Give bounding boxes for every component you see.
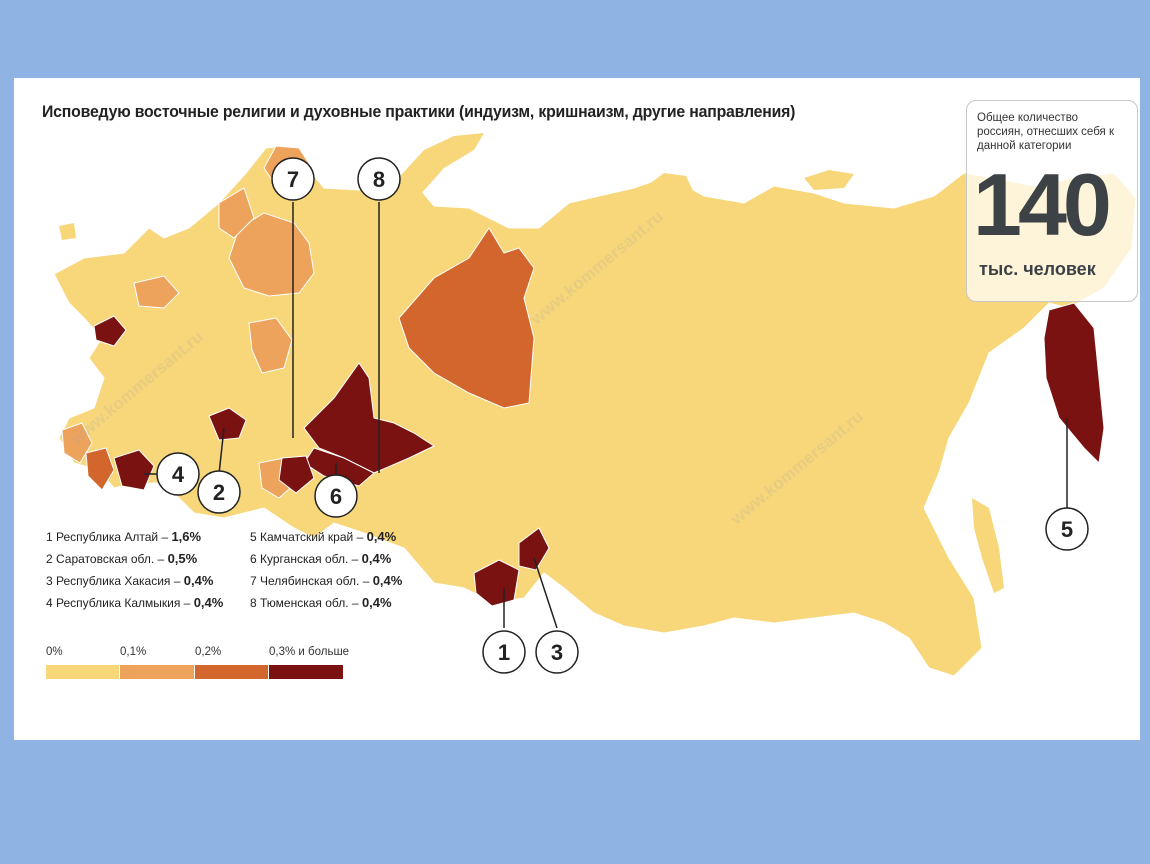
region-name: 4 Республика Калмыкия — [46, 596, 181, 610]
legend-label: 0,1% — [120, 646, 147, 658]
marker-2: 2 — [197, 470, 241, 514]
marker-3: 3 — [535, 630, 579, 674]
total-panel: Общее количество россиян, отнесших себя … — [966, 100, 1138, 302]
legend-swatch — [46, 665, 119, 679]
region-name: 2 Саратовская обл. — [46, 552, 155, 566]
region-value: 0,4% — [372, 573, 403, 588]
region-item: 2 Саратовская обл. – 0,5% — [46, 551, 198, 566]
region-name: 7 Челябинская обл. — [250, 574, 360, 588]
region-dagestan — [85, 447, 115, 491]
marker-8-label: 8 — [373, 167, 385, 192]
region-name: 1 Республика Алтай — [46, 530, 159, 544]
region-value: 0,4% — [361, 551, 392, 566]
marker-6-label: 6 — [330, 484, 342, 509]
marker-7-label: 7 — [287, 167, 299, 192]
marker-6: 6 — [314, 474, 358, 518]
total-unit: тыс. человек — [979, 259, 1096, 279]
region-item: 8 Тюменская обл. – 0,4% — [250, 595, 392, 610]
legend-label: 0,2% — [195, 646, 222, 658]
region-name: 3 Республика Хакасия — [46, 574, 171, 588]
region-value: 0,4% — [361, 595, 392, 610]
marker-7: 7 — [271, 157, 315, 201]
marker-8: 8 — [357, 157, 401, 201]
map-frame: 7 8 4 2 6 1 3 5 www.kommersant.ru www.ko… — [14, 78, 1140, 740]
region-value: 1,6% — [171, 529, 202, 544]
sakhalin — [972, 498, 1004, 593]
region-karelia — [218, 187, 255, 239]
marker-3-label: 3 — [551, 640, 563, 665]
region-item: 4 Республика Калмыкия – 0,4% — [46, 595, 224, 610]
total-number: 140 — [973, 155, 1112, 254]
russia-map: 7 8 4 2 6 1 3 5 — [53, 133, 1137, 677]
marker-1: 1 — [482, 630, 526, 674]
region-list-right: 5 Камчатский край – 0,4% 6 Курганская об… — [250, 526, 402, 614]
region-item: 3 Республика Хакасия – 0,4% — [46, 573, 214, 588]
marker-1-label: 1 — [498, 640, 510, 665]
marker-4: 4 — [156, 452, 200, 496]
legend-label: 0,3% и больше — [269, 646, 350, 658]
marker-2-label: 2 — [213, 480, 225, 505]
region-bryansk — [93, 315, 127, 347]
legend-swatch — [269, 665, 343, 679]
region-item: 1 Республика Алтай – 1,6% — [46, 529, 202, 544]
marker-5-label: 5 — [1061, 517, 1073, 542]
region-value: 0,4% — [366, 529, 397, 544]
region-kamchatka — [1043, 302, 1105, 465]
region-yamalo-nenets — [398, 227, 535, 409]
kaliningrad — [59, 223, 76, 240]
region-khakassia — [518, 527, 550, 571]
severnaya-zemlya — [644, 173, 694, 200]
region-list-left: 1 Республика Алтай – 1,6% 2 Саратовская … — [46, 526, 223, 614]
region-name: 5 Камчатский край — [250, 530, 354, 544]
new-siberian-islands — [804, 170, 854, 190]
region-value: 0,4% — [183, 573, 214, 588]
region-saratov — [208, 407, 247, 441]
region-value: 0,5% — [167, 551, 198, 566]
legend-swatch — [120, 665, 194, 679]
region-item: 7 Челябинская обл. – 0,4% — [250, 573, 403, 588]
legend-label: 0% — [46, 646, 63, 658]
total-caption: Общее количество россиян, отнесших себя … — [977, 112, 1114, 152]
region-value: 0,4% — [193, 595, 224, 610]
map-title: Исповедую восточные религии и духовные п… — [42, 102, 796, 121]
russia-landmass — [53, 145, 1137, 677]
region-kalmykia — [113, 449, 155, 491]
legend-swatch — [195, 665, 268, 679]
novaya-zemlya — [394, 133, 484, 196]
leader-lines — [144, 202, 1068, 629]
region-name: 8 Тюменская обл. — [250, 596, 349, 610]
marker-4-label: 4 — [172, 462, 185, 487]
region-altai — [473, 559, 520, 607]
region-chelyabinsk — [278, 455, 315, 494]
marker-5: 5 — [1045, 507, 1089, 551]
region-perm — [248, 317, 293, 374]
region-item: 5 Камчатский край – 0,4% — [250, 529, 397, 544]
region-name: 6 Курганская обл. — [250, 552, 349, 566]
region-item: 6 Курганская обл. – 0,4% — [250, 551, 392, 566]
region-tver — [133, 275, 180, 309]
